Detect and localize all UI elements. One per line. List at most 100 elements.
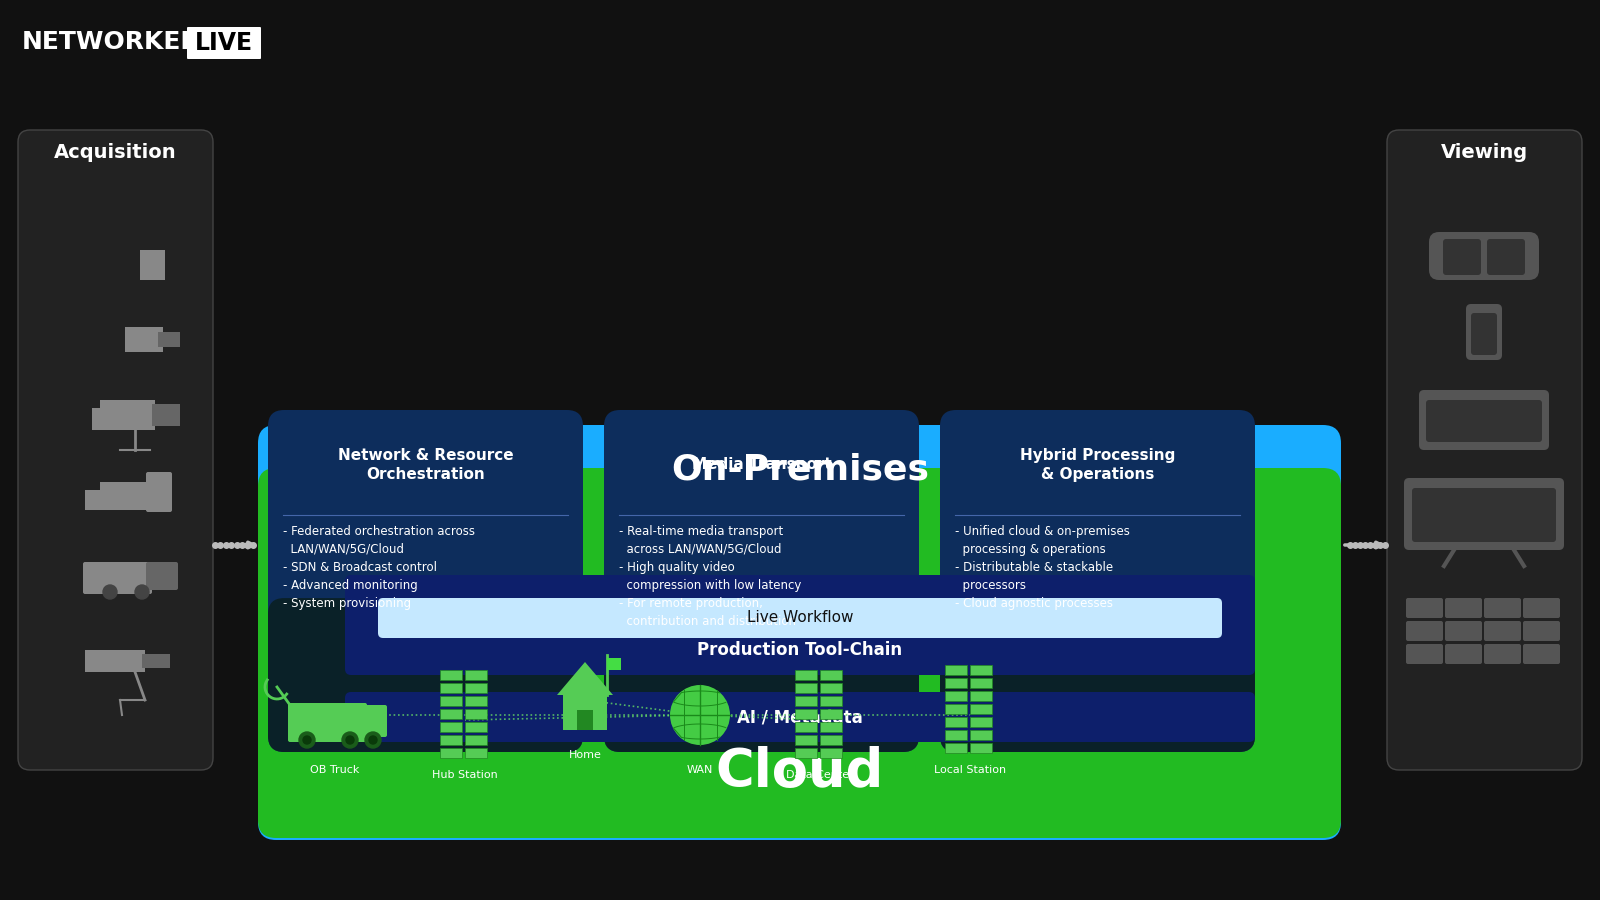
Bar [563,695,606,730]
Bar [466,683,486,693]
FancyBboxPatch shape [269,598,582,752]
Bar [819,722,842,732]
Bar [946,691,966,701]
Bar [440,748,462,758]
Bar [946,678,966,688]
FancyBboxPatch shape [1523,598,1560,618]
FancyBboxPatch shape [258,425,1341,840]
FancyBboxPatch shape [605,410,918,752]
Bar [466,748,486,758]
Text: WAN: WAN [686,765,714,775]
Bar [970,717,992,727]
FancyBboxPatch shape [288,703,366,742]
Circle shape [134,585,149,599]
FancyBboxPatch shape [941,410,1254,752]
Text: Acquisition: Acquisition [54,142,176,161]
Circle shape [299,732,315,748]
FancyBboxPatch shape [362,705,387,737]
Bar [795,670,818,680]
Bar [970,743,992,753]
Bar [970,678,992,688]
FancyBboxPatch shape [941,598,1254,752]
FancyBboxPatch shape [18,130,213,770]
Bar [93,408,104,430]
Bar [125,327,163,352]
Bar [141,250,165,280]
FancyBboxPatch shape [1523,621,1560,641]
FancyBboxPatch shape [1406,621,1443,641]
Bar [152,404,179,426]
Bar [970,704,992,714]
Bar [440,722,462,732]
Circle shape [342,732,358,748]
Text: Media Transport: Media Transport [691,457,832,472]
Text: - Federated orchestration across
  LAN/WAN/5G/Cloud
- SDN & Broadcast control
- : - Federated orchestration across LAN/WAN… [283,525,475,610]
Text: - Unified cloud & on-premises
  processing & operations
- Distributable & stacka: - Unified cloud & on-premises processing… [955,525,1130,610]
FancyBboxPatch shape [146,472,173,512]
FancyBboxPatch shape [187,27,261,59]
Bar [795,722,818,732]
Bar [466,722,486,732]
Bar [946,717,966,727]
Bar [466,696,486,706]
Text: Cloud: Cloud [715,746,885,798]
FancyBboxPatch shape [1419,390,1549,450]
Bar [578,710,594,730]
Bar [819,670,842,680]
Bar [99,400,155,430]
Bar [466,670,486,680]
FancyBboxPatch shape [1445,621,1482,641]
FancyBboxPatch shape [1387,130,1582,770]
Text: Local Station: Local Station [934,765,1006,775]
Bar [970,691,992,701]
FancyBboxPatch shape [258,468,1341,838]
Text: Network & Resource
Orchestration: Network & Resource Orchestration [338,447,514,482]
Text: OB Truck: OB Truck [310,765,360,775]
Circle shape [670,685,730,745]
Text: LIVE: LIVE [195,31,253,55]
FancyBboxPatch shape [146,562,178,590]
Circle shape [370,736,378,744]
Bar [85,650,146,672]
FancyBboxPatch shape [1523,644,1560,664]
Polygon shape [557,662,613,695]
Bar [440,709,462,719]
Bar [795,735,818,745]
FancyBboxPatch shape [1470,313,1498,355]
Bar [99,482,150,510]
Circle shape [365,732,381,748]
Bar [946,704,966,714]
Bar [946,730,966,740]
Circle shape [302,736,310,744]
Bar [440,683,462,693]
Bar [819,683,842,693]
FancyBboxPatch shape [1485,644,1522,664]
FancyBboxPatch shape [378,598,1222,638]
FancyBboxPatch shape [1405,478,1565,550]
Bar [142,654,170,668]
Text: Viewing: Viewing [1440,142,1528,161]
Text: - Real-time media transport
  across LAN/WAN/5G/Cloud
- High quality video
  com: - Real-time media transport across LAN/W… [619,525,802,628]
Bar [440,735,462,745]
Bar [466,709,486,719]
Bar [946,665,966,675]
FancyBboxPatch shape [1445,598,1482,618]
FancyBboxPatch shape [1406,598,1443,618]
Bar [795,696,818,706]
Bar [85,490,102,510]
FancyBboxPatch shape [269,410,582,752]
Text: Hub Station: Hub Station [432,770,498,780]
FancyBboxPatch shape [605,598,918,752]
Bar [946,743,966,753]
Text: Home: Home [568,750,602,760]
Bar [970,665,992,675]
Bar [970,730,992,740]
FancyBboxPatch shape [1426,400,1542,442]
Bar [819,709,842,719]
Text: AI / Metadata: AI / Metadata [738,708,862,726]
Text: On-Premises: On-Premises [670,453,930,487]
Bar [466,735,486,745]
FancyBboxPatch shape [1486,239,1525,275]
FancyBboxPatch shape [83,562,152,594]
Bar [819,696,842,706]
